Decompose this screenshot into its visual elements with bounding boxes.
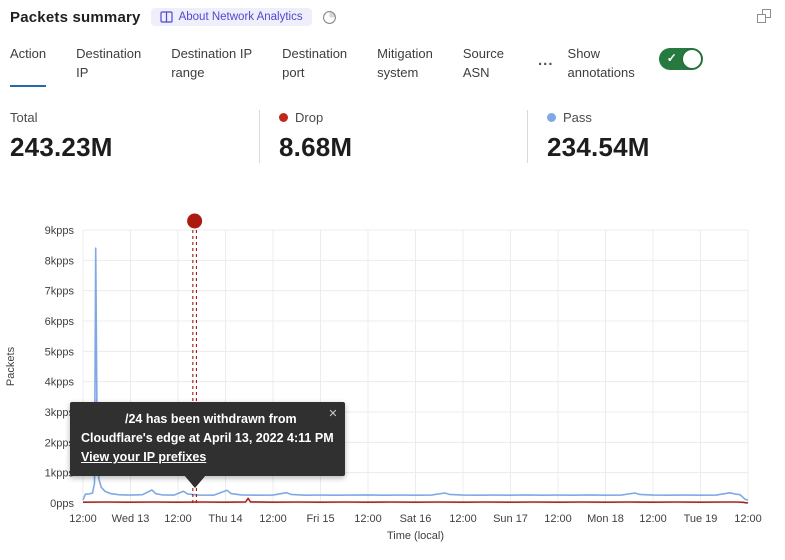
y-tick-label: 4kpps	[45, 377, 75, 389]
tab-source-asn[interactable]: Source ASN	[462, 46, 505, 80]
page-title: Packets summary	[10, 8, 141, 26]
stat-drop-value: 8.68M	[279, 132, 353, 162]
x-tick-label: Fri 15	[306, 513, 334, 525]
stat-total-value: 243.23M	[10, 132, 113, 162]
toggle-knob	[682, 50, 701, 68]
tab-action[interactable]: Action	[10, 45, 47, 87]
stat-drop: Drop 8.68M	[259, 110, 527, 163]
x-tick-label: 12:00	[734, 513, 762, 525]
y-tick-label: 5kpps	[45, 346, 75, 358]
drop-series-line	[82, 497, 748, 504]
tooltip-line-1: /24 has been withdrawn from	[125, 412, 297, 426]
pass-series-line	[82, 247, 749, 501]
x-tick-label: 12:00	[544, 513, 572, 525]
toggle-check-icon: ✓	[666, 51, 677, 65]
stat-drop-label: Drop	[295, 110, 324, 125]
packets-chart[interactable]: 0pps 1kpps 2kpps 3kpps 4kpps 5kpps 6kpps 7kpps 8…	[0, 210, 785, 555]
book-icon	[159, 11, 173, 23]
about-network-analytics-link[interactable]: About Network Analytics	[150, 8, 312, 26]
y-tick-label: 1kpps	[45, 468, 75, 480]
view-ip-prefixes-link[interactable]: View your IP prefixes	[81, 450, 207, 464]
close-icon[interactable]: ✕	[328, 408, 338, 420]
stat-total-label: Total	[10, 110, 38, 125]
tabs-holder: Action Destination IP Destination IP range…	[10, 45, 534, 87]
x-tick-label: Mon 18	[587, 513, 624, 525]
tooltip-line-2: Cloudflare's edge at April 13, 2022 4:11…	[81, 431, 334, 445]
x-tick-label: 12:00	[164, 513, 192, 525]
tab-destination-port[interactable]: Destination port	[282, 46, 348, 80]
x-tick-label: 12:00	[449, 513, 477, 525]
x-tick-label: Sat 16	[400, 513, 432, 525]
x-tick-label: Thu 14	[208, 513, 242, 525]
dimension-tabs: Action Destination IP Destination IP range…	[10, 45, 775, 87]
tab-destination-ip-range[interactable]: Destination IP range	[171, 46, 253, 80]
tab-destination-ip[interactable]: Destination IP	[76, 46, 142, 80]
x-tick-label: Tue 19	[684, 513, 718, 525]
y-tick-label: 2kpps	[45, 437, 75, 449]
expand-icon-back-square	[762, 9, 771, 18]
y-tick-label: 8kpps	[45, 255, 75, 267]
y-tick-label: 0pps	[50, 498, 74, 510]
annotation-tooltip: ✕ /24 has been withdrawn from Cloudflare…	[70, 402, 345, 488]
x-tick-label: Wed 13	[112, 513, 150, 525]
x-tick-label: Sun 17	[493, 513, 528, 525]
stat-pass: Pass 234.54M	[527, 110, 660, 163]
y-tick-label: 6kpps	[45, 316, 75, 328]
summary-stats: Total 243.23M Drop 8.68M Pass 234.54M	[10, 110, 775, 163]
x-tick-label: 12:00	[354, 513, 382, 525]
annotation-marker-dot[interactable]	[187, 213, 203, 229]
drop-legend-dot	[279, 113, 288, 122]
tooltip-arrow	[184, 475, 206, 488]
x-axis-title: Time (local)	[387, 530, 444, 542]
tab-mitigation-system[interactable]: Mitigation system	[377, 46, 433, 80]
card-header: Packets summary About Network Analytics	[10, 8, 337, 26]
y-tick-label: 9kpps	[45, 225, 75, 237]
y-tick-label: 7kpps	[45, 286, 75, 298]
packets-chart-svg[interactable]: 0pps 1kpps 2kpps 3kpps 4kpps 5kpps 6kpps 7kpps 8…	[0, 210, 785, 555]
show-annotations-label: Show annotations	[567, 46, 635, 80]
x-tick-label: 12:00	[259, 513, 287, 525]
stat-total: Total 243.23M	[10, 110, 259, 163]
expand-window-icon[interactable]	[757, 9, 771, 23]
x-tick-label: 12:00	[639, 513, 667, 525]
pass-legend-dot	[547, 113, 556, 122]
stat-pass-value: 234.54M	[547, 132, 650, 162]
y-tick-label: 3kpps	[45, 407, 75, 419]
y-axis-title: Packets	[5, 346, 17, 386]
expand-icon-front-square	[757, 14, 766, 23]
about-badge-label: About Network Analytics	[178, 11, 303, 23]
x-tick-label: 12:00	[69, 513, 97, 525]
stat-pass-label: Pass	[563, 110, 592, 125]
time-icon	[322, 10, 337, 25]
more-options-button[interactable]: ...	[538, 52, 554, 69]
show-annotations-toggle[interactable]: ✓	[658, 48, 703, 70]
